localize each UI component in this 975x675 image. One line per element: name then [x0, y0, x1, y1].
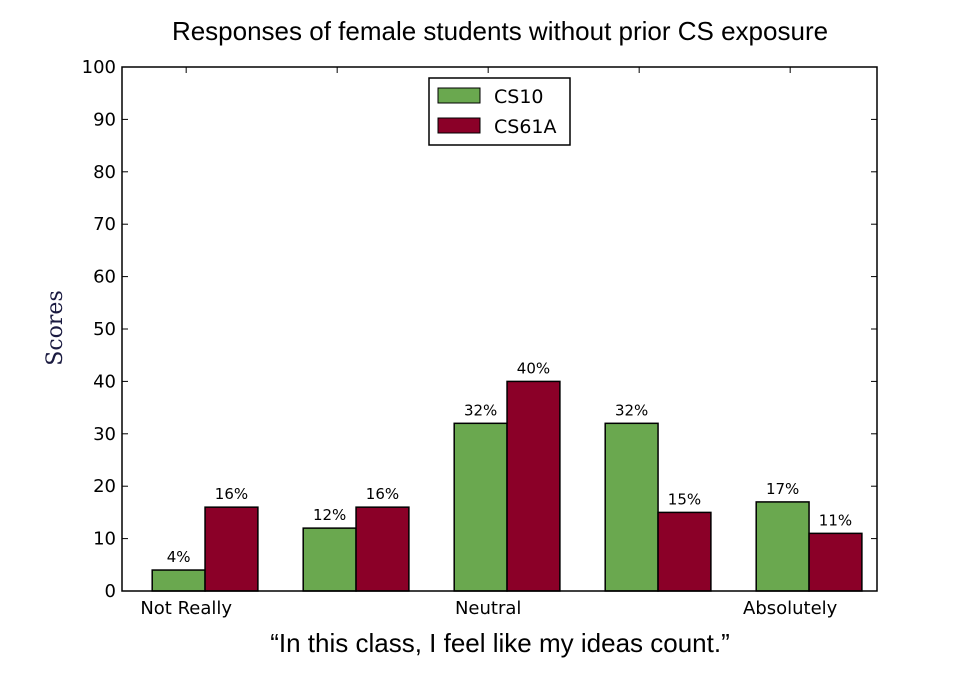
bar-cs10-4 [604, 422, 659, 592]
data-label: 11% [819, 511, 852, 529]
legend-swatch-cs61a [437, 117, 481, 134]
y-tick-label: 90 [93, 109, 116, 130]
legend-label-cs10: CS10 [494, 86, 544, 108]
bar-cs61a-4 [657, 511, 712, 592]
bar-cs10-2 [302, 527, 357, 592]
axis-ticks: 0 10 20 30 40 50 60 70 80 90 100 Not Really Neutral A… [82, 57, 877, 619]
bar-cs10-3 [453, 422, 508, 592]
data-label: 15% [668, 490, 701, 508]
y-tick-label: 0 [105, 581, 116, 602]
data-label: 4% [167, 548, 191, 566]
bar-cs10-1 [151, 569, 206, 592]
legend-swatch-cs10 [437, 87, 481, 104]
x-tick-label: Absolutely [743, 598, 838, 619]
data-label: 17% [766, 480, 799, 498]
y-tick-label: 20 [93, 476, 116, 497]
y-tick-label: 80 [93, 162, 116, 183]
data-label: 40% [517, 359, 550, 377]
legend-label-cs61a: CS61A [494, 116, 557, 138]
x-axis-label: “In this class, I feel like my ideas cou… [270, 628, 730, 658]
data-label: 32% [615, 401, 648, 419]
bar-cs61a-1 [204, 506, 259, 592]
data-label: 16% [366, 485, 399, 503]
y-tick-label: 60 [93, 267, 116, 288]
bar-cs61a-2 [355, 506, 410, 592]
data-label: 12% [313, 506, 346, 524]
y-tick-label: 30 [93, 424, 116, 445]
y-tick-label: 40 [93, 371, 116, 392]
chart-title: Responses of female students without pri… [172, 16, 828, 46]
bar-cs61a-3 [506, 380, 561, 592]
plot-frame [121, 66, 878, 592]
data-label: 16% [215, 485, 248, 503]
bar-cs10-5 [755, 501, 810, 592]
legend: CS10 CS61A [428, 77, 571, 146]
data-labels: 4% 12% 32% 32% 17% 16% 16% 40% 15% 11% [167, 359, 852, 566]
y-axis-label: Scores [43, 290, 68, 365]
bar-cs61a-5 [808, 532, 863, 592]
bars [151, 380, 863, 592]
data-label: 32% [464, 401, 497, 419]
y-tick-label: 10 [93, 529, 116, 550]
y-tick-label: 100 [82, 57, 116, 78]
x-tick-label: Neutral [455, 598, 521, 619]
x-tick-label: Not Really [140, 598, 232, 619]
y-tick-label: 70 [93, 214, 116, 235]
y-tick-label: 50 [93, 319, 116, 340]
